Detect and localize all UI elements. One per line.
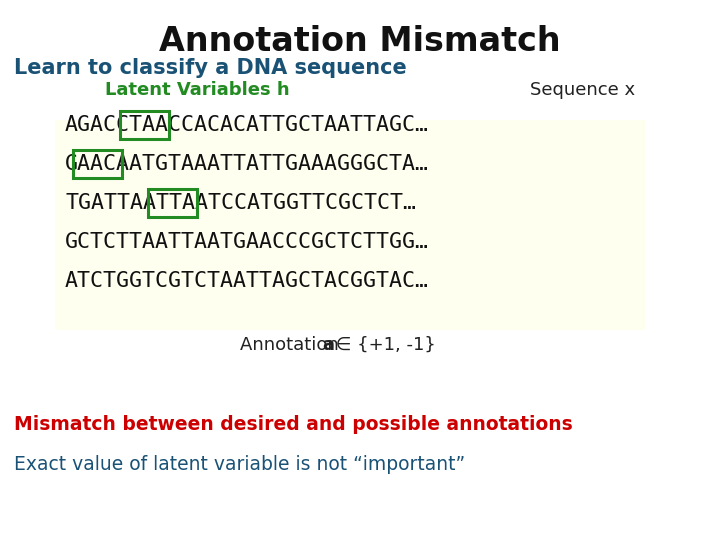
Text: Latent Variables h: Latent Variables h — [105, 81, 289, 99]
Text: a: a — [322, 336, 334, 354]
Text: Learn to classify a DNA sequence: Learn to classify a DNA sequence — [14, 58, 407, 78]
Text: Annotation: Annotation — [240, 336, 344, 354]
Bar — [55, 120, 645, 330]
Text: GCTCTTAATTAATGAACCCGCTCTTGG…: GCTCTTAATTAATGAACCCGCTCTTGG… — [65, 232, 429, 252]
Text: Sequence x: Sequence x — [530, 81, 635, 99]
Text: ATCTGGTCGTCTAATTAGCTACGGTAC…: ATCTGGTCGTCTAATTAGCTACGGTAC… — [65, 271, 429, 291]
Text: GAACAATGTAAATTATTGAAAGGGCTA…: GAACAATGTAAATTATTGAAAGGGCTA… — [65, 154, 429, 174]
Text: Mismatch between desired and possible annotations: Mismatch between desired and possible an… — [14, 415, 572, 435]
Text: Exact value of latent variable is not “important”: Exact value of latent variable is not “i… — [14, 456, 465, 475]
Text: Annotation Mismatch: Annotation Mismatch — [159, 25, 561, 58]
Text: TGATTAATTAATCCATGGTTCGCTCT…: TGATTAATTAATCCATGGTTCGCTCT… — [65, 193, 416, 213]
Text: AGACCTAACCACACATTGCTAATTAGC…: AGACCTAACCACACATTGCTAATTAGC… — [65, 115, 429, 135]
Text: ∈ {+1, -1}: ∈ {+1, -1} — [330, 336, 436, 354]
